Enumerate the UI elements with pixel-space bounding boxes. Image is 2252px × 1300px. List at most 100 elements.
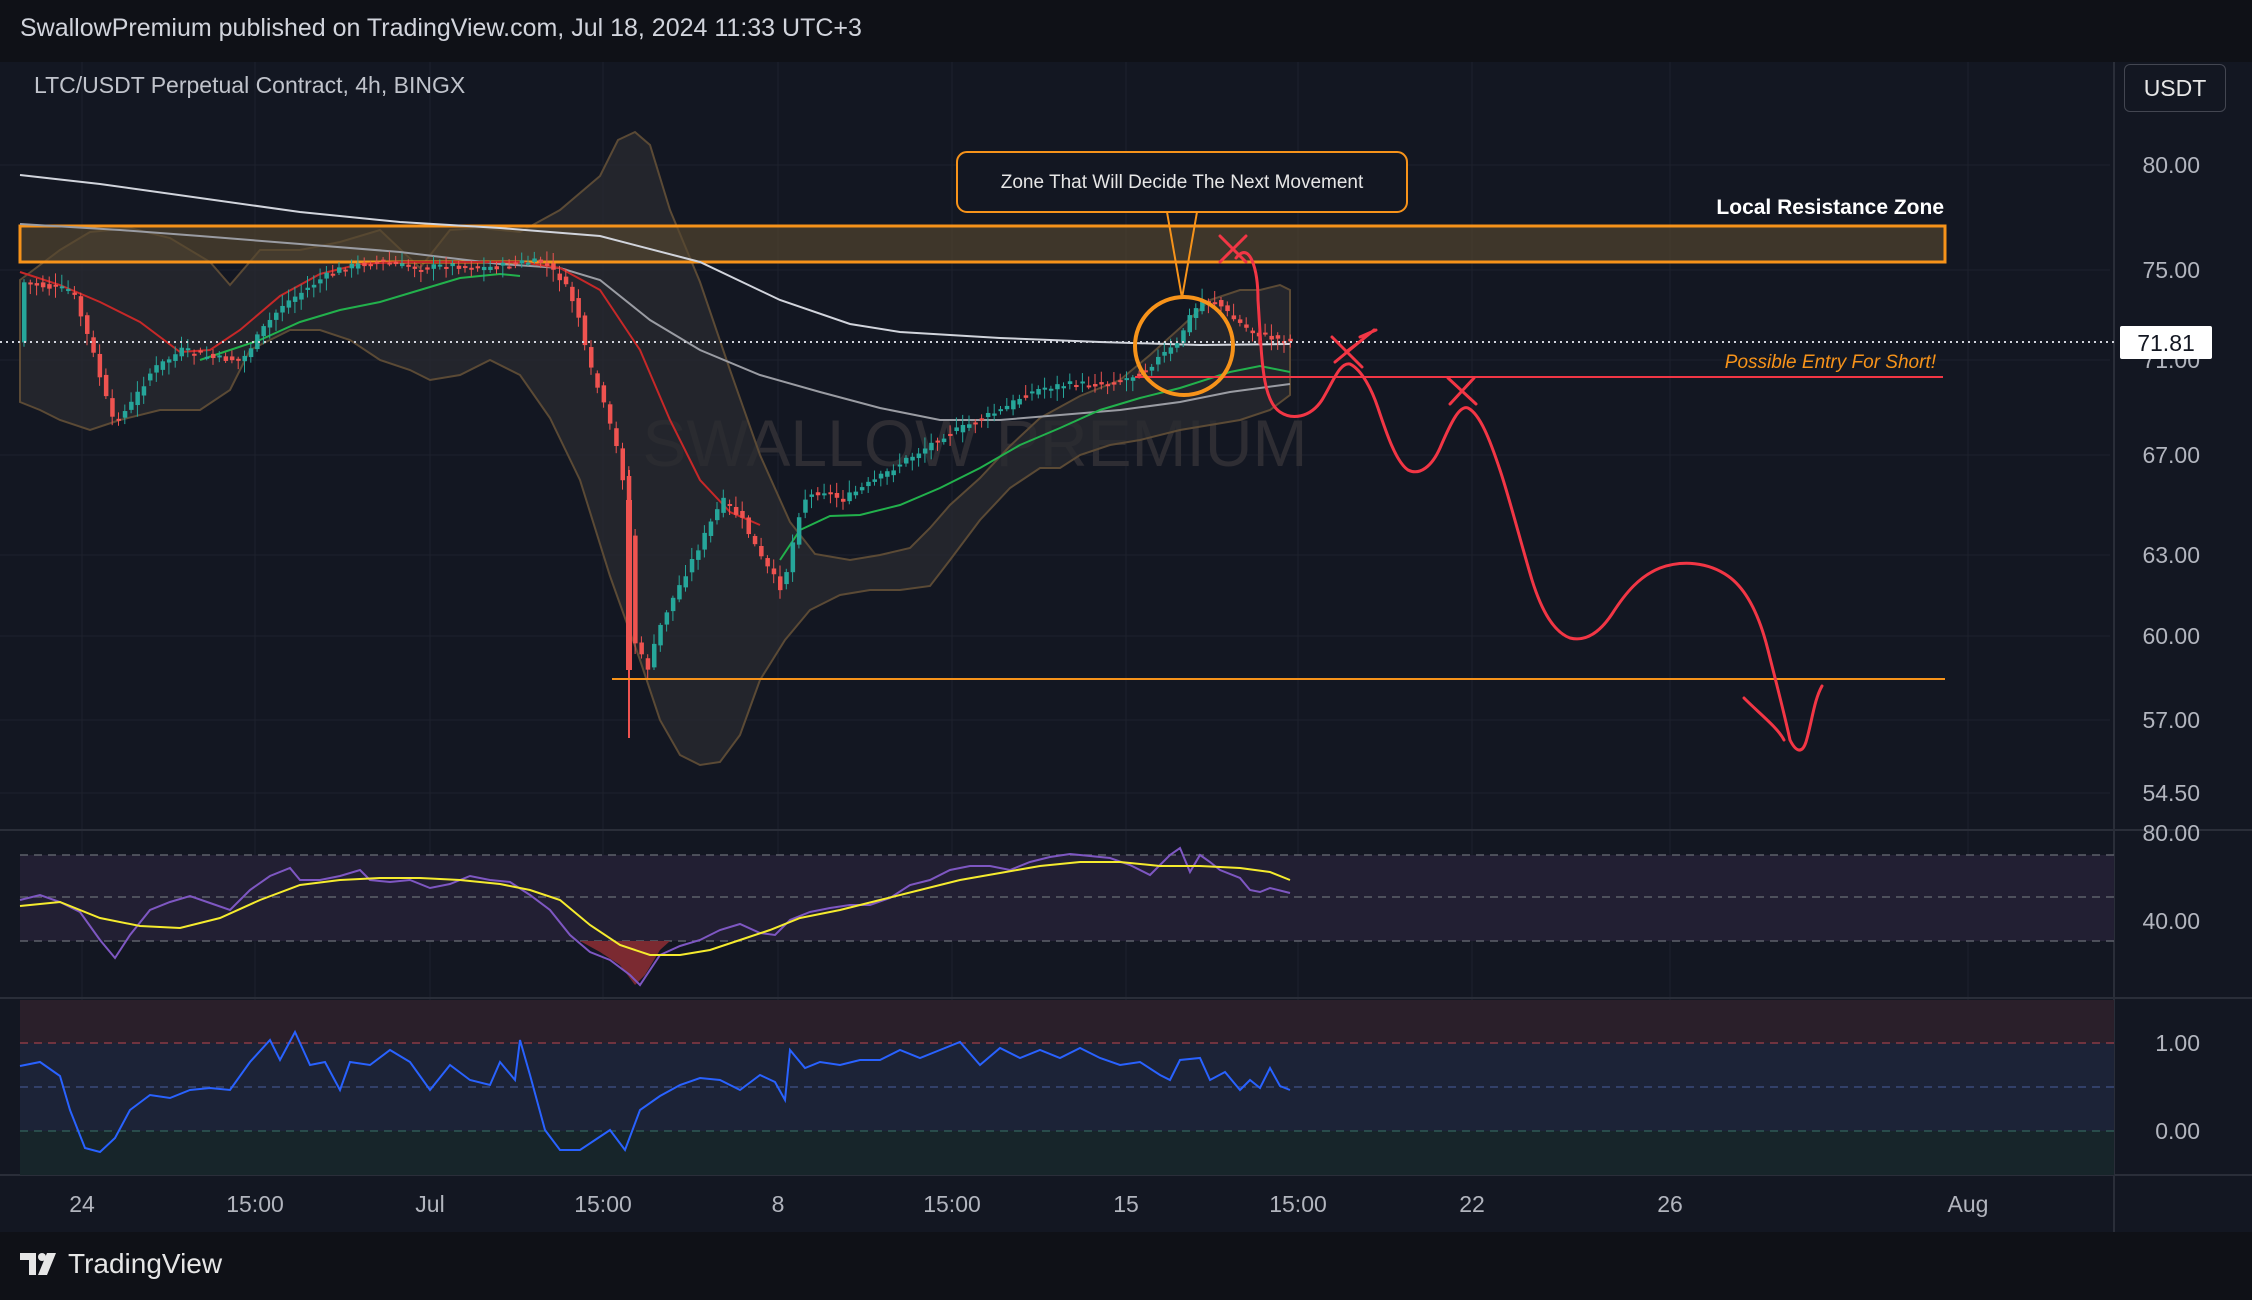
rsi-oversold-fill — [580, 941, 670, 985]
candle-body — [507, 266, 512, 269]
candle-body — [967, 424, 972, 428]
candle-body — [1174, 343, 1180, 348]
candle-body — [708, 521, 714, 536]
osc-tick: 1.00 — [2155, 1030, 2200, 1056]
candle-body — [576, 298, 581, 318]
candle-body — [1011, 400, 1016, 410]
candle-body — [715, 509, 720, 521]
candle-body — [103, 374, 109, 397]
candle-body — [885, 471, 890, 477]
candle-body — [166, 359, 172, 363]
candle-body — [526, 262, 531, 265]
candle-body — [645, 658, 651, 670]
candle-body — [1181, 330, 1186, 343]
candle-body — [431, 264, 436, 269]
candle-body — [595, 373, 600, 388]
time-tick: 15 — [1113, 1191, 1139, 1217]
candle-body — [702, 532, 707, 550]
tradingview-logo-icon — [20, 1253, 56, 1275]
candle-body — [677, 585, 682, 600]
candle-body — [910, 456, 915, 461]
candle-body — [670, 597, 676, 612]
rsi-line — [19, 846, 1291, 987]
candle-body — [872, 479, 877, 482]
time-tick: 15:00 — [226, 1191, 284, 1217]
candle-body — [922, 448, 928, 454]
candle-body — [40, 282, 46, 288]
time-axis[interactable]: 24 15:00 Jul 15:00 8 15:00 15 15:00 22 2… — [69, 1191, 1988, 1217]
candle-body — [601, 385, 607, 403]
rsi-ma-line — [19, 861, 1291, 956]
candle-body — [28, 282, 33, 285]
rsi-tick: 40.00 — [2142, 908, 2200, 934]
candle-body — [229, 356, 235, 361]
candle-body — [551, 263, 556, 270]
candle-body — [481, 266, 487, 271]
zone-callout[interactable] — [956, 151, 1408, 213]
candle-body — [853, 491, 859, 496]
price-tick: 75.00 — [2142, 257, 2200, 283]
currency-button[interactable]: USDT — [2124, 64, 2226, 112]
candle-body — [607, 404, 613, 424]
tradingview-logo[interactable]: TradingView — [20, 1248, 222, 1280]
candle-body — [387, 262, 392, 265]
candle-body — [1004, 405, 1010, 410]
candle-body — [771, 568, 777, 575]
candle-body — [1036, 388, 1041, 395]
candle-body — [582, 315, 588, 346]
candle-body — [790, 542, 796, 573]
candle-body — [1225, 305, 1230, 312]
candle-body — [652, 643, 657, 668]
candle-body — [34, 283, 40, 286]
candle-body — [859, 487, 865, 491]
candle-body — [1187, 315, 1192, 333]
candle-body — [1023, 395, 1029, 398]
candle-body — [97, 353, 103, 378]
candle-body — [311, 284, 317, 288]
candle-body — [1244, 324, 1249, 328]
candle-body — [469, 267, 474, 270]
candle-body — [1156, 356, 1161, 365]
candle-body — [374, 261, 380, 264]
candle-body — [897, 464, 903, 467]
candle-body — [1162, 351, 1167, 356]
candle-body — [248, 348, 254, 358]
candle-body — [620, 448, 625, 481]
candle-body — [1263, 332, 1268, 335]
candle-body — [91, 337, 96, 353]
resistance-zone[interactable] — [18, 224, 1947, 264]
candle-body — [349, 263, 355, 269]
candle-body — [683, 576, 688, 588]
candle-body — [1288, 338, 1293, 342]
candle-body — [135, 391, 140, 406]
candle-body — [22, 282, 27, 343]
candle-body — [778, 576, 783, 591]
candle-body — [960, 424, 966, 433]
symbol-title[interactable]: LTC/USDT Perpetual Contract, 4h, BINGX — [34, 72, 465, 98]
candle-body — [841, 498, 846, 502]
candle-body — [935, 440, 940, 443]
candle-body — [1017, 398, 1022, 405]
resistance-label: Local Resistance Zone — [1716, 196, 1944, 219]
candle-body — [204, 356, 210, 359]
candle-body — [141, 386, 147, 396]
candle-body — [1231, 315, 1237, 320]
candle-body — [267, 319, 273, 328]
candle-body — [223, 356, 229, 361]
candle-body — [1168, 347, 1174, 354]
time-tick: Jul — [415, 1191, 444, 1217]
candle-body — [173, 354, 178, 361]
candle-body — [236, 358, 241, 361]
candle-body — [570, 286, 575, 302]
candle-body — [664, 612, 670, 625]
candle-body — [129, 401, 134, 410]
zone-callout-text: Zone That Will Decide The Next Movement — [1001, 172, 1364, 193]
ema-red-line — [19, 261, 761, 526]
candle-body — [160, 361, 166, 370]
candle-body — [759, 545, 764, 557]
candle-body — [242, 355, 247, 362]
candle-body — [809, 494, 814, 497]
candle-body — [85, 315, 90, 334]
candle-body — [847, 492, 852, 502]
